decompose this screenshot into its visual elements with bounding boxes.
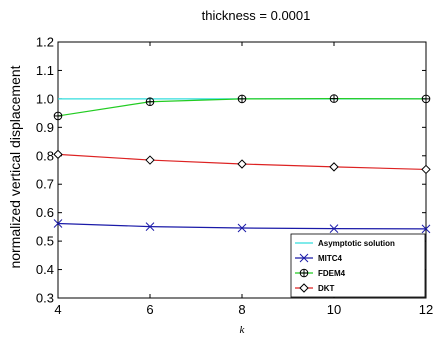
x-tick-label: 6 bbox=[146, 302, 153, 317]
axis-ticks: 4 6 8 10 12 0.3 0.4 0.5 0.6 0.7 0.8 0.9 1.0 1.1 1.2 bbox=[36, 35, 433, 318]
series-fdem4 bbox=[53, 94, 431, 121]
x-tick-label: 10 bbox=[327, 302, 341, 317]
series-dkt bbox=[53, 149, 431, 175]
x-tick-label: 8 bbox=[238, 302, 245, 317]
legend-entry: MITC4 bbox=[295, 253, 343, 263]
legend: Asymptotic solution MITC4 FDEM4 DKT bbox=[290, 233, 426, 298]
legend-label: FDEM4 bbox=[318, 269, 346, 278]
data-point bbox=[329, 224, 339, 233]
y-axis-label: normalized vertical displacement bbox=[7, 65, 23, 268]
chart-title: thickness = 0.0001 bbox=[202, 8, 311, 23]
data-point bbox=[237, 159, 247, 169]
x-tick-label: 12 bbox=[419, 302, 433, 317]
series-group bbox=[53, 94, 431, 234]
x-tick-label: 4 bbox=[54, 302, 61, 317]
data-point bbox=[237, 223, 247, 233]
y-tick-label: 0.4 bbox=[36, 262, 54, 277]
legend-marker bbox=[299, 283, 309, 293]
data-point bbox=[329, 162, 339, 172]
data-point bbox=[145, 222, 155, 231]
y-tick-label: 1.1 bbox=[36, 63, 54, 78]
legend-entry: FDEM4 bbox=[295, 268, 346, 278]
series-mitc4 bbox=[53, 219, 431, 234]
legend-label: Asymptotic solution bbox=[318, 239, 395, 248]
data-point bbox=[421, 164, 431, 175]
legend-box bbox=[290, 233, 426, 298]
data-point bbox=[53, 149, 63, 160]
legend-label: DKT bbox=[318, 284, 335, 293]
y-tick-label: 1.2 bbox=[36, 35, 54, 50]
y-tick-label: 1.0 bbox=[36, 91, 54, 106]
y-tick-label: 0.9 bbox=[36, 120, 54, 135]
legend-entry: DKT bbox=[295, 283, 335, 293]
x-axis-label: k bbox=[240, 324, 246, 336]
data-point bbox=[145, 155, 155, 165]
data-point bbox=[421, 224, 431, 234]
y-tick-label: 0.6 bbox=[36, 205, 54, 220]
y-tick-label: 0.8 bbox=[36, 148, 54, 163]
legend-label: MITC4 bbox=[318, 254, 343, 263]
legend-marker bbox=[299, 253, 309, 263]
y-tick-label: 0.5 bbox=[36, 234, 54, 249]
y-tick-label: 0.7 bbox=[36, 177, 54, 192]
legend-entry: Asymptotic solution bbox=[295, 239, 395, 248]
data-point bbox=[53, 219, 63, 228]
y-tick-label: 0.3 bbox=[36, 291, 54, 306]
